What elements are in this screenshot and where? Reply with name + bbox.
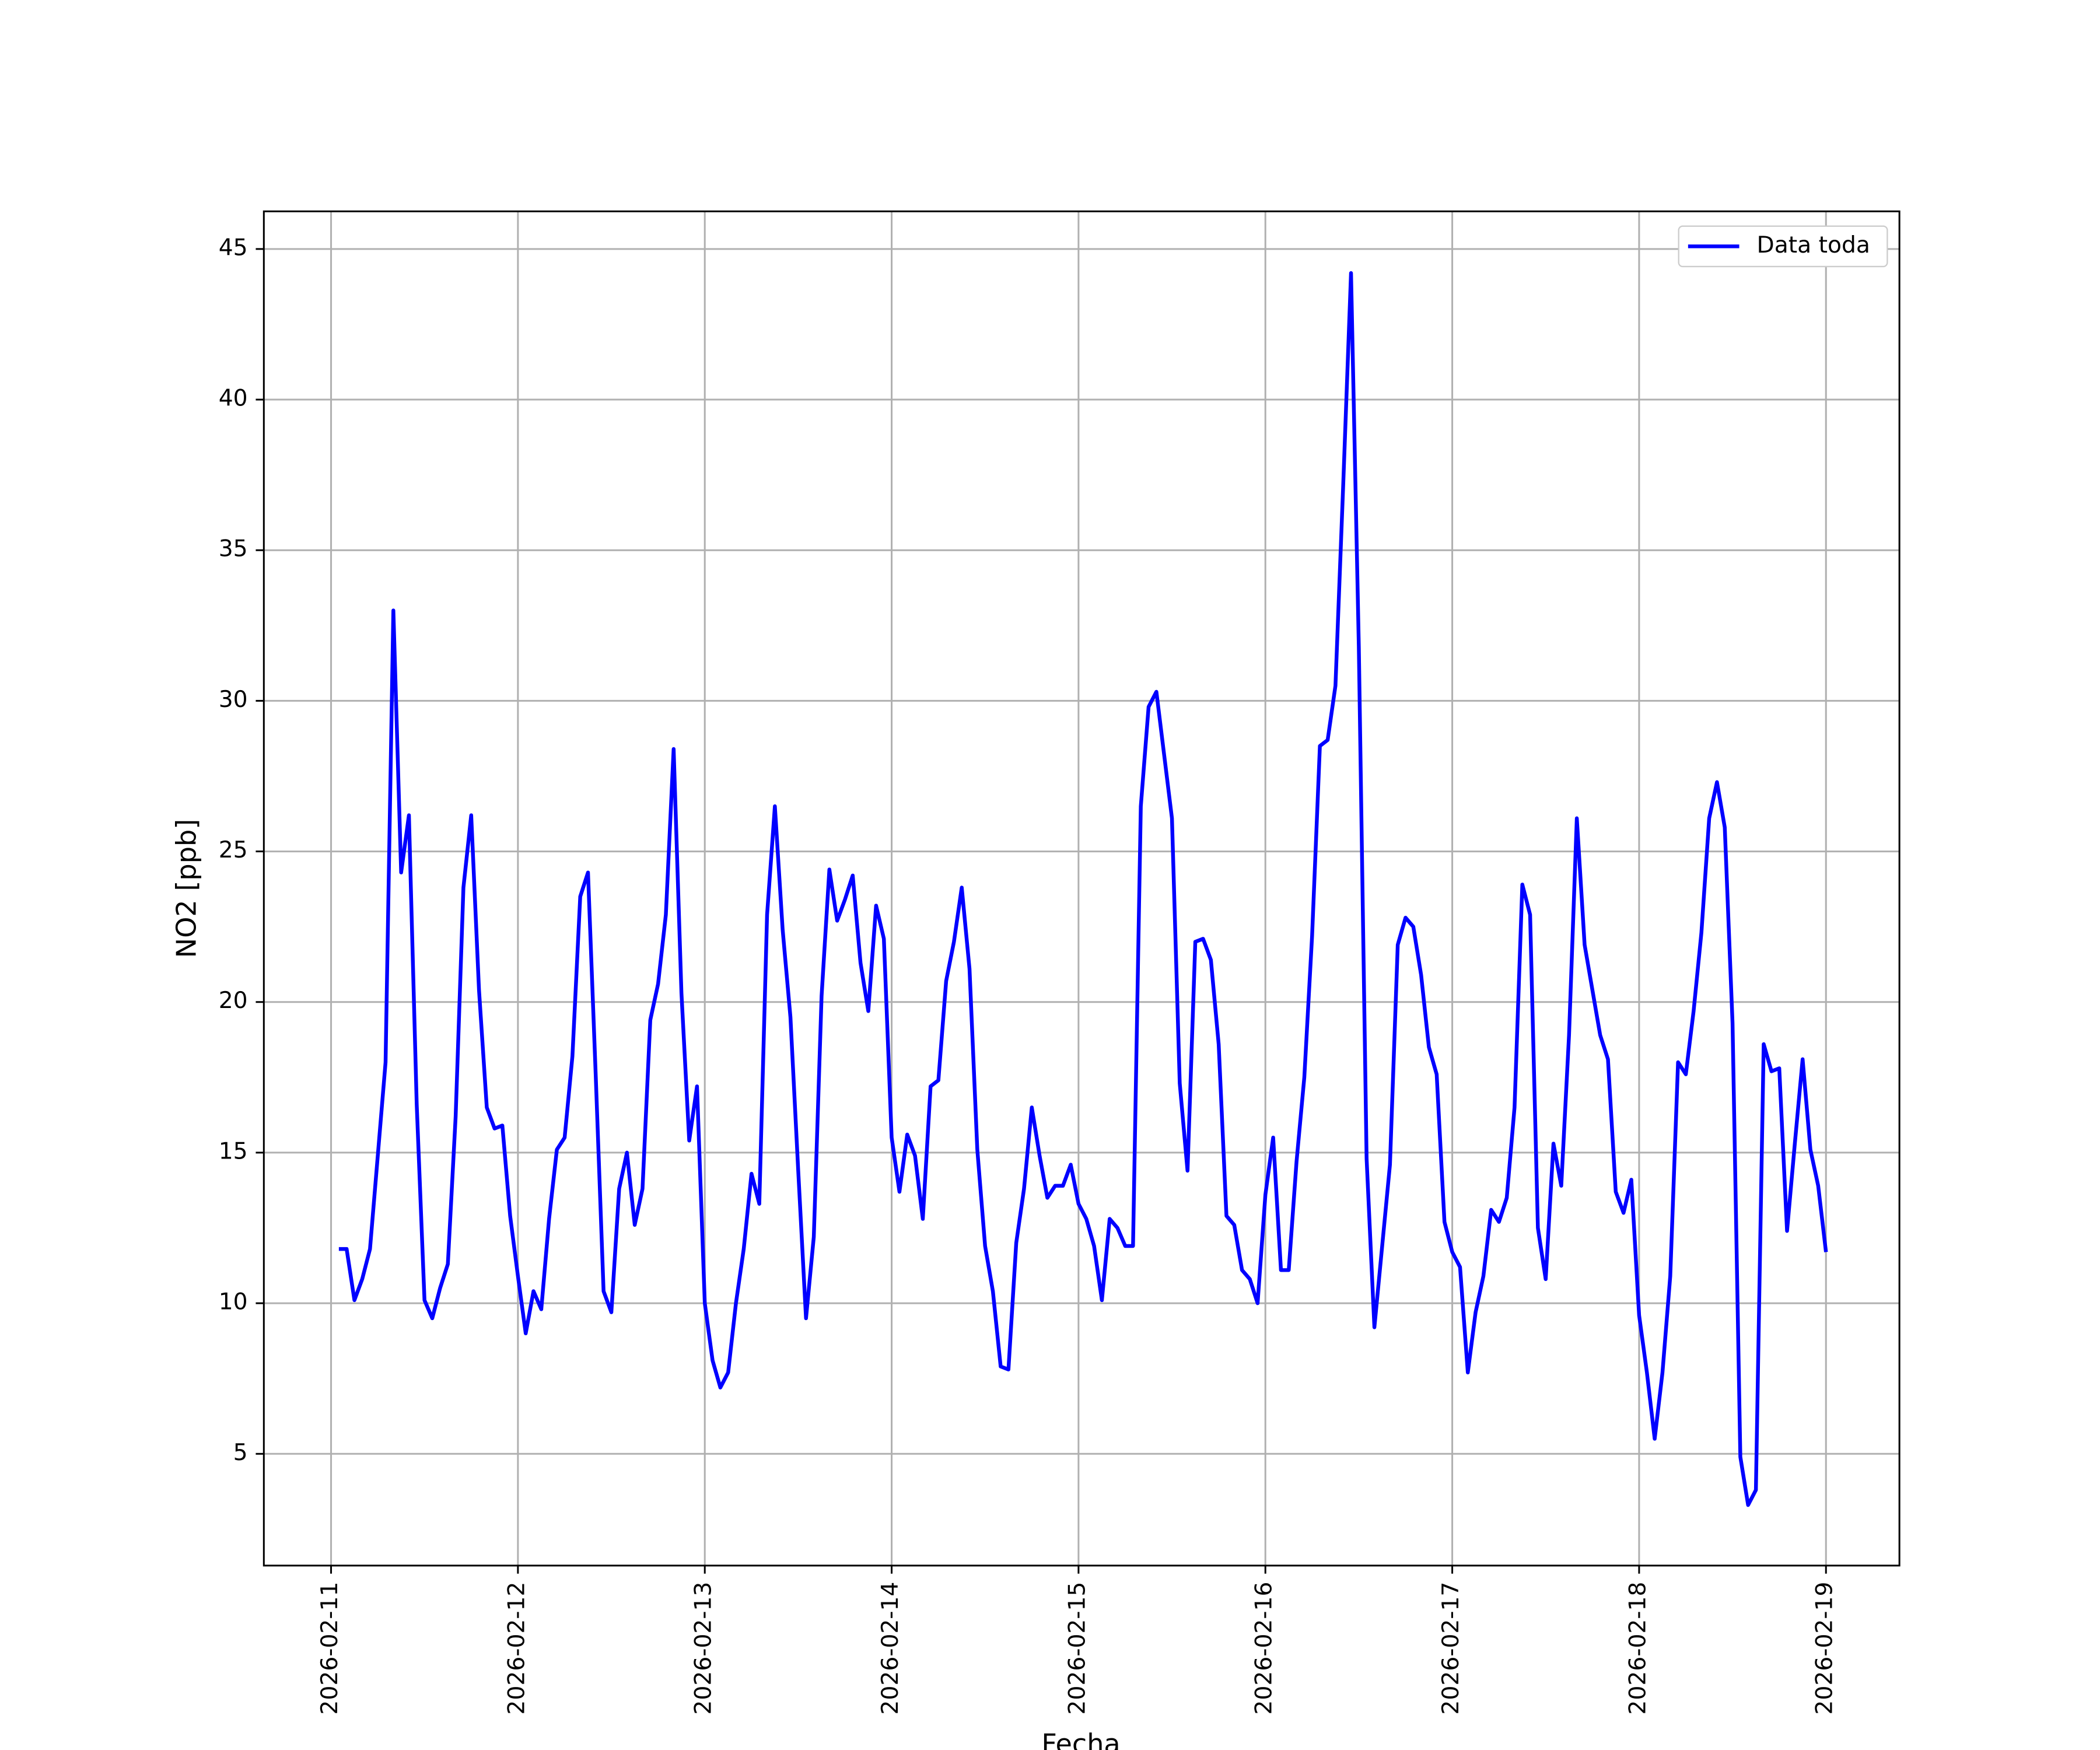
legend-label: Data toda bbox=[1757, 232, 1870, 258]
x-tick-label: 2026-02-18 bbox=[1625, 1582, 1651, 1715]
y-tick-label: 35 bbox=[219, 536, 248, 562]
x-tick-label: 2026-02-13 bbox=[691, 1582, 717, 1715]
y-tick-label: 45 bbox=[219, 235, 248, 261]
x-tick-label: 2026-02-12 bbox=[503, 1582, 530, 1715]
x-tick-label: 2026-02-15 bbox=[1064, 1582, 1090, 1715]
x-tick-label: 2026-02-17 bbox=[1438, 1582, 1464, 1715]
plot-frame bbox=[262, 210, 1901, 1567]
y-tick-label: 15 bbox=[219, 1138, 248, 1164]
x-tick-label: 2026-02-19 bbox=[1812, 1582, 1838, 1715]
x-tick-label: 2026-02-16 bbox=[1251, 1582, 1278, 1715]
y-tick-label: 30 bbox=[219, 687, 248, 713]
y-tick-label: 25 bbox=[219, 837, 248, 863]
y-axis-label: NO2 [ppb] bbox=[171, 819, 202, 958]
y-tick-label: 40 bbox=[219, 386, 248, 412]
x-tick-label: 2026-02-11 bbox=[317, 1582, 343, 1715]
y-tick-label: 20 bbox=[219, 988, 248, 1014]
x-axis-label: Fecha bbox=[1041, 1728, 1120, 1750]
data-line bbox=[338, 271, 1828, 1507]
y-tick-label: 10 bbox=[219, 1289, 248, 1315]
y-tick-label: 5 bbox=[233, 1440, 248, 1466]
legend-box bbox=[1678, 225, 1888, 268]
x-tick-label: 2026-02-14 bbox=[877, 1582, 904, 1715]
